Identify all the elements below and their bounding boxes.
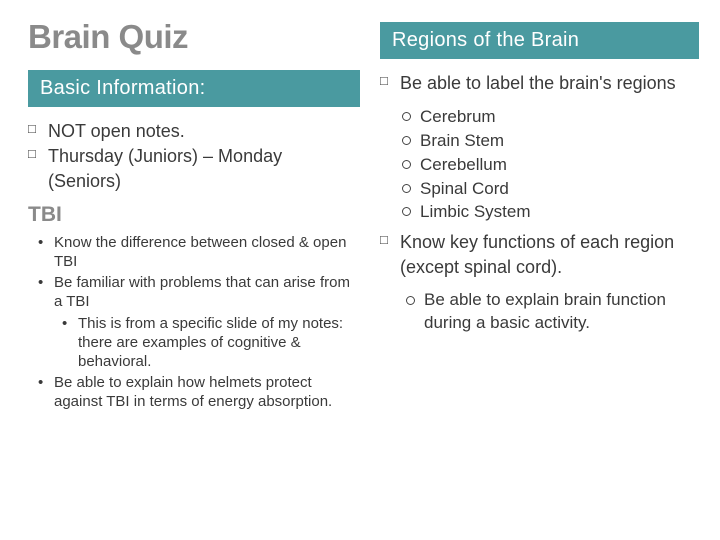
know-checklist: Know key functions of each region (excep… bbox=[380, 230, 699, 279]
region-1: Brain Stem bbox=[402, 129, 699, 153]
left-column: Brain Quiz Basic Information: NOT open n… bbox=[28, 18, 360, 522]
know-item: Know key functions of each region (excep… bbox=[380, 230, 699, 279]
main-title: Brain Quiz bbox=[28, 18, 360, 56]
explain-item: Be able to explain brain function during… bbox=[406, 289, 699, 335]
label-item: Be able to label the brain's regions bbox=[380, 71, 699, 95]
label-checklist: Be able to label the brain's regions bbox=[380, 71, 699, 95]
basic-item-1: Thursday (Juniors) – Monday (Seniors) bbox=[28, 144, 360, 193]
explain-list: Be able to explain brain function during… bbox=[406, 289, 699, 335]
regions-list: Cerebrum Brain Stem Cerebellum Spinal Co… bbox=[402, 105, 699, 224]
region-3: Spinal Cord bbox=[402, 177, 699, 201]
tbi-bullet-2: This is from a specific slide of my note… bbox=[28, 314, 360, 372]
regions-band: Regions of the Brain bbox=[380, 22, 699, 59]
region-2: Cerebellum bbox=[402, 153, 699, 177]
tbi-heading: TBI bbox=[28, 203, 360, 227]
right-column: Regions of the Brain Be able to label th… bbox=[380, 18, 699, 522]
tbi-bullets: Know the difference between closed & ope… bbox=[28, 233, 360, 412]
basic-item-0: NOT open notes. bbox=[28, 119, 360, 143]
tbi-bullet-1: Be familiar with problems that can arise… bbox=[28, 273, 360, 311]
region-4: Limbic System bbox=[402, 200, 699, 224]
basic-info-list: NOT open notes. Thursday (Juniors) – Mon… bbox=[28, 119, 360, 193]
region-0: Cerebrum bbox=[402, 105, 699, 129]
tbi-bullet-3: Be able to explain how helmets protect a… bbox=[28, 373, 360, 411]
basic-info-band: Basic Information: bbox=[28, 70, 360, 107]
slide-columns: Brain Quiz Basic Information: NOT open n… bbox=[28, 18, 692, 522]
tbi-bullet-0: Know the difference between closed & ope… bbox=[28, 233, 360, 271]
